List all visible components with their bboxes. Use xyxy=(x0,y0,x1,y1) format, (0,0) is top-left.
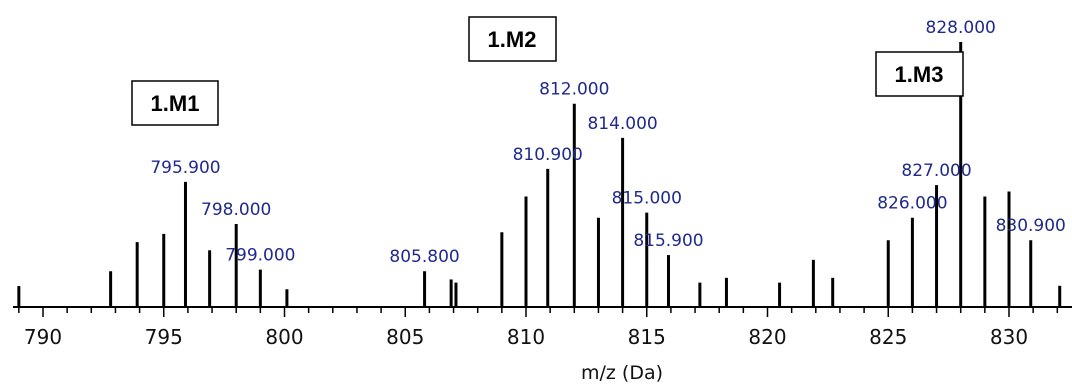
peak-label-3: 805.800 xyxy=(389,247,459,267)
peak-label-0: 795.900 xyxy=(150,158,220,178)
svg-text:1.M2: 1.M2 xyxy=(488,27,537,52)
x-tick-label-7: 825 xyxy=(869,325,907,349)
peak-label-6: 814.000 xyxy=(587,114,657,134)
x-axis-label: m/z (Da) xyxy=(581,362,663,384)
peak-label-11: 828.000 xyxy=(926,18,996,38)
peak-label-12: 830.900 xyxy=(996,216,1066,236)
annotation-box-m2: 1.M2 xyxy=(468,16,557,62)
x-tick-label-5: 815 xyxy=(628,325,666,349)
annotation-box-m3: 1.M3 xyxy=(875,51,964,97)
peak-label-1: 798.000 xyxy=(201,200,271,220)
peak-label-9: 826.000 xyxy=(877,194,947,214)
x-tick-label-2: 800 xyxy=(265,325,303,349)
x-tick-label-8: 830 xyxy=(990,325,1028,349)
x-tick-label-4: 810 xyxy=(507,325,545,349)
peak-label-7: 815.000 xyxy=(612,189,682,209)
peak-labels: 795.900 798.000 799.000 805.800 810.900 812.0… xyxy=(150,18,1066,267)
peak-label-4: 810.900 xyxy=(513,145,583,165)
peak-label-5: 812.000 xyxy=(539,80,609,100)
x-tick-label-0: 790 xyxy=(24,325,62,349)
peak-label-2: 799.000 xyxy=(225,246,295,266)
peak-label-10: 827.000 xyxy=(901,161,971,181)
x-tick-label-1: 795 xyxy=(145,325,183,349)
x-tick-label-6: 820 xyxy=(748,325,786,349)
svg-text:1.M3: 1.M3 xyxy=(895,62,944,87)
svg-text:1.M1: 1.M1 xyxy=(151,91,200,116)
x-axis-ticks: 790795800805810815820825830835 xyxy=(18,307,1059,349)
x-tick-label-3: 805 xyxy=(386,325,424,349)
annotation-box-m1: 1.M1 xyxy=(131,80,219,126)
peak-label-8: 815.900 xyxy=(633,231,703,251)
